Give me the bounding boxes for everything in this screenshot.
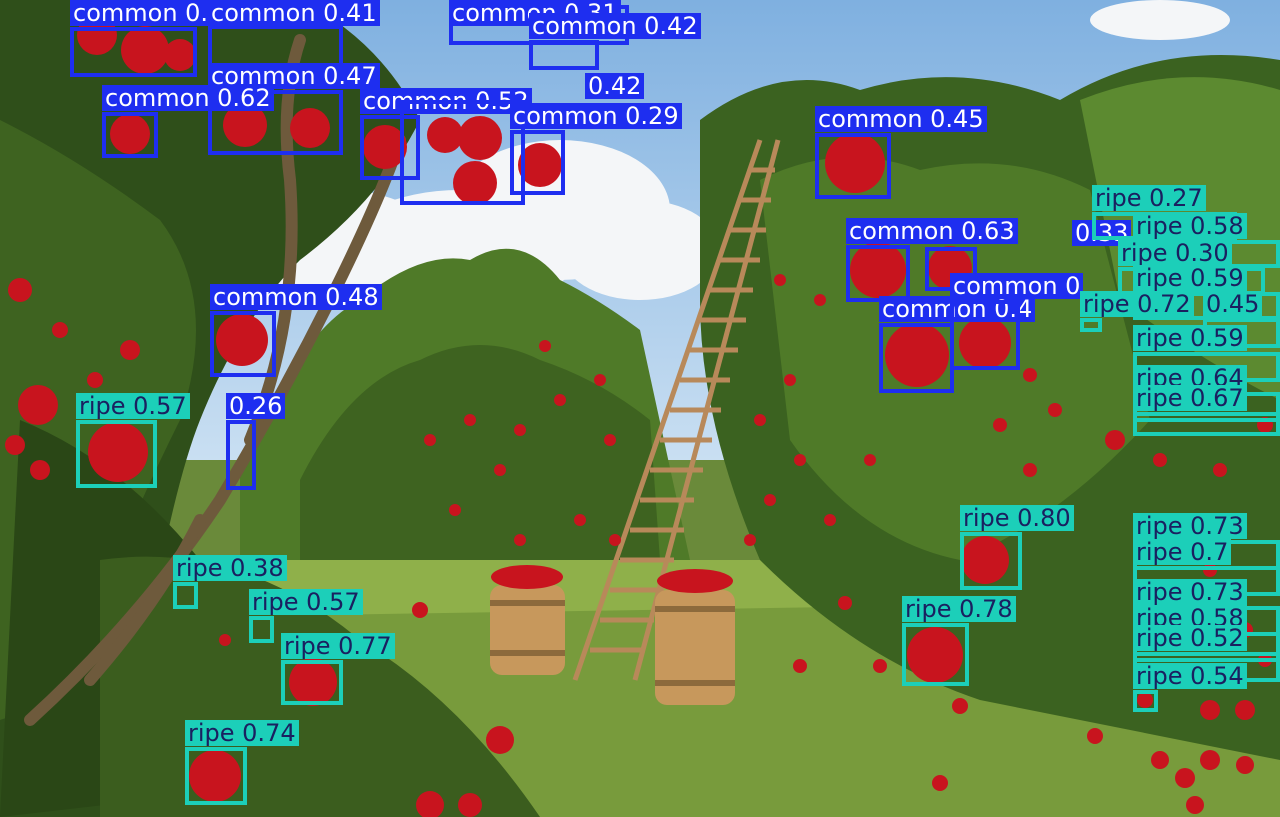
detection-box-common: common 0.41 bbox=[208, 0, 380, 75]
detection-box-common: common 0.72 bbox=[70, 0, 242, 77]
detection-label: common 0.47 bbox=[208, 63, 380, 89]
detection-box-common: 0.33 bbox=[925, 220, 1132, 291]
detection-label: ripe 0.72 bbox=[1080, 291, 1194, 317]
detection-box-common: common 0.4 bbox=[879, 296, 1036, 393]
detection-label: ripe 0.27 bbox=[1092, 185, 1206, 211]
detection-box-common: common 0.47 bbox=[208, 63, 380, 155]
detection-box-ripe: ripe 0.57 bbox=[76, 393, 190, 488]
detection-box-common: common 0.29 bbox=[510, 103, 682, 195]
detection-label: ripe 0.78 bbox=[902, 596, 1016, 622]
apples bbox=[5, 15, 1273, 817]
detection-label: ripe 0.59 bbox=[1133, 325, 1247, 351]
detection-box-ripe: ripe 0.77 bbox=[281, 633, 395, 705]
detection-box-common: 0.42 bbox=[400, 73, 645, 205]
detection-label: 0.26 bbox=[226, 393, 286, 419]
detection-label: ripe 0.54 bbox=[1133, 663, 1247, 689]
detection-box-common: common 0 bbox=[950, 273, 1084, 370]
detection-label: common 0 bbox=[950, 273, 1084, 299]
detection-box-ripe: ripe 0.74 bbox=[185, 720, 299, 805]
detection-label: ripe 0.73 bbox=[1133, 513, 1247, 539]
detection-box-common: common 0.62 bbox=[102, 85, 274, 158]
detection-box-ripe: ripe 0.7 bbox=[1133, 539, 1280, 596]
detection-box-common: common 0.63 bbox=[846, 218, 1018, 302]
detection-box-ripe: ripe 0.54 bbox=[1133, 663, 1247, 712]
detection-label: common 0.63 bbox=[846, 218, 1018, 244]
detection-box-common: 0.26 bbox=[226, 393, 286, 490]
detection-box-ripe: ripe 0.52 bbox=[1133, 625, 1280, 682]
detection-label: common 0.45 bbox=[815, 106, 987, 132]
detection-label: ripe 0.59 bbox=[1133, 265, 1247, 291]
detection-label: ripe 0.77 bbox=[281, 633, 395, 659]
detection-label: ripe 0.73 bbox=[1133, 579, 1247, 605]
detection-box-ripe: ripe 0.38 bbox=[173, 555, 287, 609]
detection-label: ripe 0.80 bbox=[960, 505, 1074, 531]
detection-box-common: common 0.42 bbox=[529, 13, 701, 70]
detection-box-ripe: ripe 0.67 bbox=[1133, 385, 1280, 436]
barrels bbox=[490, 565, 735, 705]
detection-label: ripe 0.67 bbox=[1133, 385, 1247, 411]
detection-label: ripe 0.52 bbox=[1133, 625, 1247, 651]
detection-box-ripe: ripe 0.72 bbox=[1080, 291, 1194, 332]
detection-label: 0.42 bbox=[585, 73, 645, 99]
detection-label: ripe 0.57 bbox=[76, 393, 190, 419]
detection-box-ripe: ripe 0.80 bbox=[960, 505, 1074, 590]
detection-label: ripe 0.7 bbox=[1133, 539, 1232, 565]
distant-trees bbox=[240, 248, 690, 560]
detection-label: ripe 0.38 bbox=[173, 555, 287, 581]
detection-label: ripe 0.57 bbox=[249, 589, 363, 615]
detection-label: ripe 0.58 bbox=[1133, 213, 1247, 239]
detection-label: common 0.41 bbox=[208, 0, 380, 26]
detection-label: common 0.48 bbox=[210, 284, 382, 310]
detection-box-common: common 0.45 bbox=[815, 106, 987, 199]
detection-label: 0.45 bbox=[1203, 291, 1263, 317]
left-tree bbox=[0, 0, 540, 817]
detection-label: ripe 0.74 bbox=[185, 720, 299, 746]
detection-label: common 0.42 bbox=[529, 13, 701, 39]
detection-box-ripe: ripe 0.78 bbox=[902, 596, 1016, 686]
detection-label: common 0.62 bbox=[102, 85, 274, 111]
detection-box-common: common 0.48 bbox=[210, 284, 382, 377]
detection-label: common 0.29 bbox=[510, 103, 682, 129]
ladder bbox=[572, 139, 781, 681]
detection-box-ripe: ripe 0.57 bbox=[249, 589, 363, 643]
detection-label: ripe 0.30 bbox=[1118, 240, 1232, 266]
